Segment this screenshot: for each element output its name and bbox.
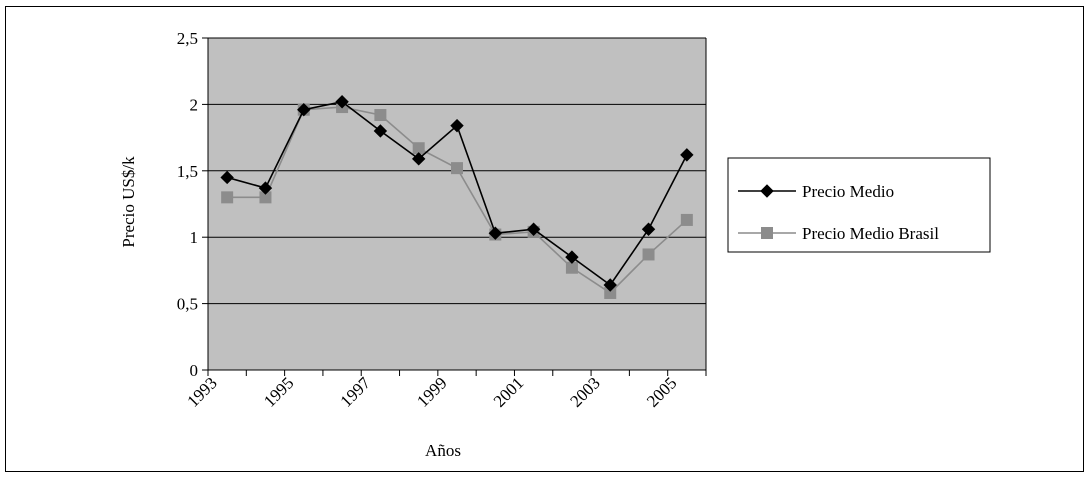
line-chart: 00,511,522,5 1993 1995 1997 1999 2001 2003 200… <box>5 6 1084 472</box>
legend-marker <box>760 184 774 198</box>
data-point <box>451 162 463 175</box>
data-point <box>335 95 349 109</box>
y-tick-label: 0 <box>190 361 199 380</box>
series-layer <box>220 95 694 299</box>
data-point <box>221 191 234 204</box>
data-point <box>603 278 617 292</box>
data-point <box>297 103 311 117</box>
y-axis-ticks: 0 0,5 1 1,5 2 2,5 <box>177 29 208 380</box>
data-point <box>374 109 387 122</box>
y-tick-label: 0,5 <box>177 295 198 314</box>
legend: Precio Medio Precio Medio Brasil <box>727 157 991 253</box>
data-point <box>373 124 388 138</box>
series-1 <box>220 95 694 292</box>
legend-label: Precio Medio Brasil <box>802 224 939 243</box>
data-point <box>641 222 656 236</box>
data-point <box>258 181 273 195</box>
data-point <box>411 152 426 166</box>
y-axis-title: Precio US$/k <box>119 156 138 248</box>
y-tick-label: 1 <box>190 228 199 247</box>
data-point <box>488 226 503 240</box>
data-point <box>642 248 655 261</box>
chart-frame: 0 0,5 1 1,5 2 2,5 1993 1995 1997 1999 2001 2003 200… <box>5 6 1084 472</box>
data-point <box>680 148 694 162</box>
x-axis-title: Años <box>425 441 461 460</box>
data-point <box>220 170 234 185</box>
legend-item: Precio Medio <box>738 182 894 201</box>
plot-area <box>208 38 706 370</box>
data-point <box>565 250 579 264</box>
data-point <box>680 213 693 226</box>
data-point <box>450 118 464 133</box>
y-tick-label: 1,5 <box>177 162 198 181</box>
axes <box>207 38 707 371</box>
data-point <box>565 261 578 274</box>
y-tick-label: 2 <box>190 95 199 114</box>
legend-marker <box>761 227 773 239</box>
data-point <box>526 222 541 236</box>
legend-label: Precio Medio <box>802 182 894 201</box>
y-tick-label: 2,5 <box>177 29 198 48</box>
legend-item: Precio Medio Brasil <box>738 224 939 243</box>
data-point <box>412 142 425 155</box>
